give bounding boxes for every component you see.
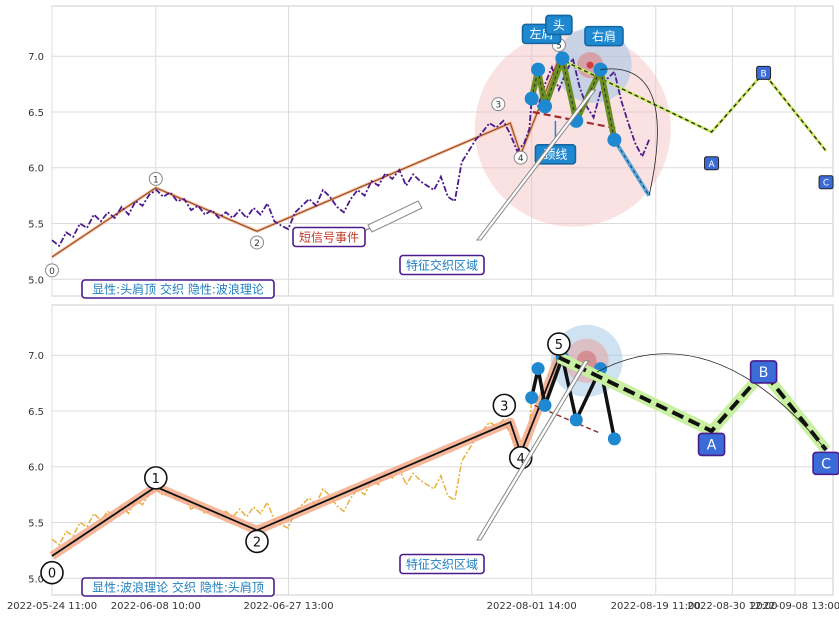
- x-tick-label: 2022-08-19 11:00: [611, 601, 701, 612]
- wave-label-bottom: 1: [152, 472, 160, 487]
- y-tick-label: 6.0: [28, 463, 44, 474]
- wave-label-circle-top: [513, 150, 528, 165]
- short-signal-event-label-box: [292, 226, 366, 248]
- x-tick-label: 2022-08-01 14:00: [487, 601, 577, 612]
- hs-node: [524, 91, 539, 106]
- feature-zone-label-bottom: 特征交织区域: [406, 556, 478, 571]
- wave-label-circle-top: [45, 263, 59, 278]
- wave-label-bottom: 3: [500, 399, 508, 414]
- wave-abc-box-top: [818, 175, 834, 190]
- wave-label-circle-bottom: [40, 560, 64, 585]
- event-arrow-body: [367, 200, 423, 233]
- wave-abc-label-bottom: C: [821, 456, 831, 472]
- wave-label-circle-top: [250, 235, 265, 250]
- y-tick-label: 7.0: [28, 351, 44, 362]
- right-shoulder-label: 右肩: [592, 28, 616, 43]
- wave-label-circle-bottom: [144, 466, 168, 490]
- wave-abc-label-bottom: B: [759, 365, 769, 381]
- wave-label-top: 2: [254, 239, 260, 249]
- feature-zone-label-top-box: [399, 254, 485, 276]
- wave-abc-label-top: B: [761, 69, 767, 79]
- feature-zone-pointer-top: [475, 89, 597, 241]
- wave-label-bottom: 5: [555, 338, 563, 353]
- price-series-top: [51, 55, 650, 248]
- wave-abc-box-bottom: [697, 432, 726, 457]
- wave-line-bottom: [51, 357, 560, 557]
- wave-abc-label-bottom: A: [707, 437, 717, 453]
- y-tick-label: 5.5: [28, 519, 44, 530]
- y-tick-label: 5.5: [28, 220, 44, 231]
- wave-abc-box-bottom: [749, 360, 778, 384]
- wave-label-circle-bottom: [547, 332, 571, 356]
- hs-projection-dash: [613, 139, 650, 196]
- wave-label-bottom: 2: [253, 535, 261, 550]
- summary-label-bottom: 显性:波浪理论 交织 隐性:头肩顶: [92, 579, 264, 594]
- wave-label-top: 1: [153, 175, 159, 185]
- wave-abc-box-top: [756, 65, 772, 80]
- y-tick-label: 6.5: [28, 407, 44, 418]
- wave-label-bottom: 4: [517, 452, 525, 467]
- wave-label-circle-top: [148, 171, 163, 186]
- wave-abc-label-top: A: [708, 160, 715, 170]
- wave-label-circle-top: [491, 97, 506, 112]
- wave-label-top: 5: [556, 42, 562, 52]
- wave-abc-bottom: [558, 355, 828, 452]
- wave-label-top: 0: [49, 267, 55, 277]
- x-tick-label: 2022-09-08 13:00: [750, 601, 839, 612]
- hs-node-bottom: [607, 432, 621, 446]
- wave-label-bottom: 0: [48, 567, 56, 582]
- hs-node: [607, 132, 622, 147]
- y-tick-label: 5.0: [28, 275, 44, 286]
- y-tick-label: 6.5: [28, 108, 44, 119]
- feature-core-dot: [586, 61, 594, 69]
- feature-zone-pointer-bottom: [476, 360, 590, 541]
- right-shoulder-label-box: [584, 25, 624, 47]
- short-signal-event-label: 短信号事件: [299, 230, 359, 244]
- head-label: 头: [553, 18, 565, 32]
- y-tick-label: 7.0: [28, 52, 44, 63]
- hs-node-bottom: [538, 398, 552, 412]
- x-tick-label: 2022-06-08 10:00: [111, 601, 201, 612]
- summary-label-top-box: [81, 279, 275, 299]
- projection-arc: [600, 68, 658, 196]
- wave-label-circle-bottom: [245, 529, 269, 554]
- feature-zone-label-bottom-box: [399, 553, 485, 575]
- hs-node: [531, 62, 546, 77]
- head-label-box: [545, 14, 573, 36]
- x-tick-label: 2022-06-27 13:00: [243, 601, 333, 612]
- wave-label-circle-bottom: [492, 393, 517, 418]
- wave-label-top: 4: [518, 154, 524, 164]
- neckline-label-box: [534, 144, 577, 165]
- wave-abc-box-bottom: [812, 451, 839, 476]
- wave-abc-box-top: [704, 156, 720, 171]
- hs-node-bottom: [531, 362, 545, 376]
- x-tick-label: 2022-08-30 12:00: [687, 601, 777, 612]
- wave-label-top: 3: [495, 101, 501, 111]
- wave-abc-top: [558, 57, 827, 152]
- summary-label-bottom-box: [81, 577, 275, 597]
- summary-label-top: 显性:头肩顶 交织 隐性:波浪理论: [92, 281, 264, 296]
- hs-node-bottom: [525, 391, 539, 405]
- x-tick-label: 2022-05-24 11:00: [7, 601, 97, 612]
- feature-zone-label-top: 特征交织区域: [406, 257, 478, 272]
- y-tick-label: 6.0: [28, 164, 44, 175]
- neckline: [532, 110, 619, 130]
- hs-node: [538, 99, 553, 114]
- y-tick-label: 5.0: [28, 574, 44, 585]
- wave-abc-label-top: C: [823, 179, 829, 189]
- hs-node-bottom: [569, 413, 583, 427]
- hs-node: [555, 51, 570, 66]
- projection-arc-bottom: [596, 353, 827, 451]
